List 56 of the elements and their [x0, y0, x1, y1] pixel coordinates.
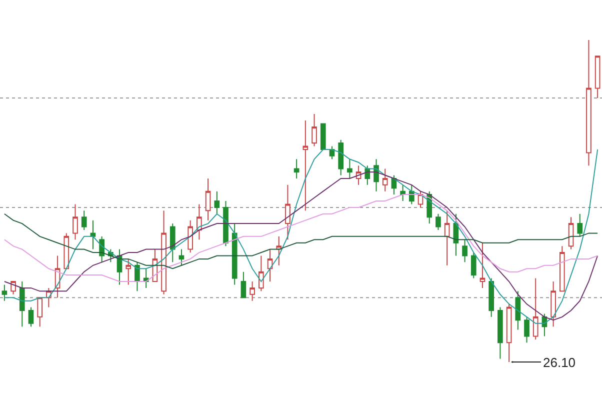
annotation: 26.10	[543, 355, 576, 370]
candlestick	[196, 204, 202, 240]
candlestick	[312, 114, 317, 147]
candlestick	[126, 258, 132, 286]
candlestick	[498, 306, 503, 360]
candlestick	[161, 210, 166, 295]
candlestick	[64, 232, 70, 270]
candlestick	[506, 304, 512, 362]
candlestick	[577, 213, 583, 237]
candlestick	[258, 255, 264, 292]
candlestick	[382, 168, 388, 192]
candlestick	[116, 248, 122, 286]
candlestick	[462, 239, 468, 263]
candlestick	[444, 210, 450, 266]
candlestick	[480, 242, 486, 288]
candlestick	[400, 184, 406, 202]
candlestick	[19, 281, 25, 328]
candlestick	[436, 213, 441, 230]
candlestick	[532, 278, 538, 340]
candlestick	[2, 284, 8, 302]
candlestick	[134, 262, 140, 292]
candlestick	[294, 158, 300, 179]
candlestick	[364, 165, 370, 186]
candlestick	[515, 290, 521, 330]
candlestick	[568, 216, 574, 250]
candlestick	[240, 271, 246, 298]
candlestick	[285, 184, 290, 240]
candlestick	[524, 316, 530, 344]
candlestick	[90, 220, 96, 250]
candlestick	[267, 248, 273, 282]
candlestick	[356, 165, 362, 186]
candlestick	[338, 139, 344, 176]
candlestick	[276, 236, 282, 266]
candlestick	[250, 281, 255, 302]
candlestick	[205, 178, 211, 221]
candlestick	[170, 223, 176, 263]
candlestick	[72, 204, 78, 240]
candlestick	[470, 252, 476, 279]
candlestick	[232, 223, 238, 286]
candlestick	[550, 281, 556, 328]
candlestick	[453, 213, 459, 256]
candlestick	[391, 174, 397, 196]
candlestick	[347, 158, 352, 179]
candlestick	[188, 220, 194, 254]
candlestick	[28, 306, 34, 328]
candlestick	[488, 278, 494, 318]
candlestick	[302, 120, 308, 212]
candlestick	[586, 40, 592, 166]
candlestick	[37, 297, 43, 328]
candlestick	[223, 200, 228, 247]
candlestick	[81, 210, 87, 230]
candlestick	[559, 246, 565, 292]
candlestick	[320, 123, 326, 150]
candlestick	[10, 281, 16, 295]
candlestick	[214, 190, 220, 214]
candlestick	[178, 248, 184, 266]
